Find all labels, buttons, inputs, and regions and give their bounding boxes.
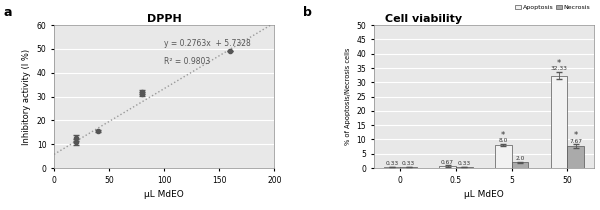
X-axis label: μL MdEO: μL MdEO [145,190,184,199]
Text: 7.67: 7.67 [569,139,582,143]
Text: 0.33: 0.33 [402,161,415,166]
Bar [495,145,512,168]
Bar [512,162,529,168]
Text: *: * [557,59,561,68]
Bar [567,146,584,168]
Title: DPPH: DPPH [147,14,182,24]
Text: *: * [501,131,505,140]
Text: 0.33: 0.33 [385,161,398,166]
Y-axis label: % of Apoptosis/Necrosis cells: % of Apoptosis/Necrosis cells [344,48,350,145]
Y-axis label: Inhibitory activity (I %): Inhibitory activity (I %) [22,49,31,145]
Text: a: a [3,6,11,19]
Text: *: * [574,131,578,140]
Bar [400,167,417,168]
Text: 0.33: 0.33 [458,161,471,166]
Legend: Apoptosis, Necrosis: Apoptosis, Necrosis [512,3,593,13]
Text: 2.0: 2.0 [515,156,524,161]
Text: Cell viability: Cell viability [385,14,462,24]
Bar [439,166,456,168]
Bar [383,167,400,168]
Bar [551,76,567,168]
Bar [456,167,473,168]
X-axis label: μL MdEO: μL MdEO [464,190,503,199]
Text: 0.67: 0.67 [441,160,454,164]
Text: 8.0: 8.0 [499,138,508,143]
Text: b: b [303,6,312,19]
Text: R² = 0.9803: R² = 0.9803 [164,57,211,66]
Text: 32.33: 32.33 [550,66,568,71]
Text: y = 0.2763x  + 5.7328: y = 0.2763x + 5.7328 [164,39,251,49]
